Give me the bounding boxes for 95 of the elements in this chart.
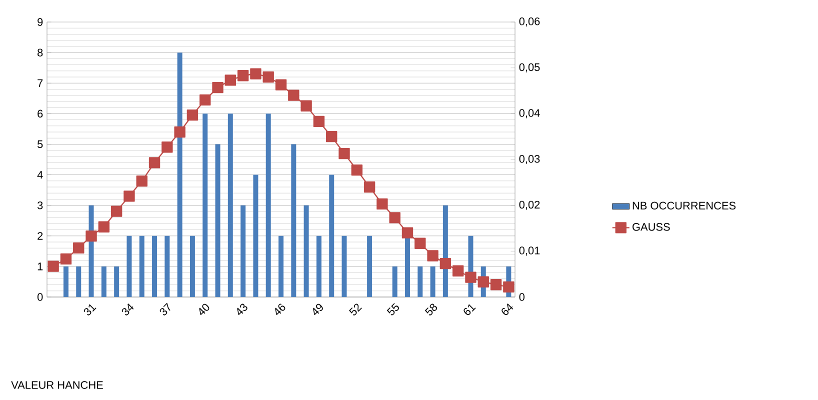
bar bbox=[101, 266, 106, 297]
x-tick-label: 46 bbox=[275, 304, 286, 316]
point bbox=[48, 260, 59, 272]
y-tick-label: 2 bbox=[38, 232, 43, 240]
point bbox=[124, 190, 135, 202]
point bbox=[262, 71, 274, 83]
bar bbox=[342, 236, 347, 297]
y2-tick-label: 0 bbox=[519, 293, 525, 301]
bar bbox=[278, 236, 284, 297]
bar bbox=[152, 236, 158, 297]
x-tick-label: 34 bbox=[122, 304, 134, 316]
bar bbox=[418, 266, 423, 297]
bar bbox=[139, 236, 144, 297]
point bbox=[427, 250, 438, 262]
point bbox=[414, 238, 426, 249]
point bbox=[162, 142, 173, 153]
point bbox=[250, 68, 262, 80]
point bbox=[313, 116, 325, 128]
x-tick-label: 40 bbox=[199, 304, 210, 316]
y-tick-label: 5 bbox=[37, 140, 43, 148]
y-tick-label: 7 bbox=[38, 79, 43, 87]
point bbox=[351, 164, 362, 176]
point bbox=[148, 157, 160, 168]
point bbox=[212, 82, 224, 94]
y2-tick-label: 0,05 bbox=[519, 63, 540, 72]
bar bbox=[430, 266, 436, 297]
y-tick-label: 3 bbox=[37, 201, 43, 210]
x-tick-label: 64 bbox=[502, 304, 514, 316]
point bbox=[98, 221, 110, 232]
x-tick-label: 49 bbox=[313, 304, 323, 316]
x-tick-label: 61 bbox=[464, 304, 476, 316]
x-tick-label: 43 bbox=[237, 304, 248, 316]
point bbox=[288, 90, 300, 101]
point bbox=[376, 198, 388, 210]
point bbox=[60, 253, 72, 265]
x-tick-label: 52 bbox=[349, 304, 362, 316]
point bbox=[300, 100, 312, 112]
legend-label: NB OCCURRENCES bbox=[632, 202, 736, 210]
y-tick-label: 6 bbox=[38, 110, 43, 118]
y2-tick-label: 0,04 bbox=[519, 109, 540, 118]
bar bbox=[240, 205, 246, 297]
point bbox=[110, 206, 122, 217]
point bbox=[465, 272, 476, 283]
x-tick-label: 37 bbox=[160, 302, 170, 316]
point bbox=[440, 258, 452, 270]
bar bbox=[228, 114, 233, 297]
x-tick-label: 31 bbox=[84, 304, 96, 316]
bar bbox=[114, 266, 120, 297]
bar bbox=[253, 174, 258, 297]
point bbox=[338, 148, 350, 160]
point bbox=[452, 265, 464, 276]
point bbox=[275, 79, 287, 90]
point bbox=[326, 130, 338, 142]
bar bbox=[304, 205, 309, 297]
point bbox=[364, 181, 376, 193]
bar bbox=[392, 266, 398, 297]
point bbox=[86, 230, 97, 242]
point bbox=[389, 212, 400, 224]
bar bbox=[329, 174, 334, 297]
bar bbox=[266, 114, 271, 297]
y2-tick-label: 0,01 bbox=[519, 246, 540, 256]
bar bbox=[215, 144, 220, 297]
bar bbox=[316, 236, 322, 297]
bar bbox=[63, 266, 68, 297]
bar bbox=[367, 236, 372, 297]
y2-tick-label: 0,03 bbox=[519, 154, 540, 164]
point bbox=[478, 276, 489, 288]
point bbox=[136, 175, 148, 187]
bar bbox=[76, 266, 82, 297]
x-tick-label: 58 bbox=[424, 304, 438, 316]
point bbox=[402, 227, 414, 238]
y-tick-label: 8 bbox=[38, 48, 43, 56]
bar bbox=[177, 52, 182, 297]
point bbox=[200, 94, 211, 106]
y2-tick-label: 0,02 bbox=[519, 200, 540, 210]
legend-label: GAUSS bbox=[632, 223, 670, 231]
y2-tick-label: 0,06 bbox=[519, 17, 540, 27]
x-tick-label: 55 bbox=[386, 303, 399, 316]
point bbox=[224, 74, 236, 86]
point bbox=[73, 242, 84, 254]
bar bbox=[291, 144, 296, 297]
point bbox=[503, 281, 514, 293]
point bbox=[237, 70, 249, 82]
bar bbox=[202, 114, 208, 297]
y-tick-label: 9 bbox=[38, 18, 43, 26]
y-tick-label: 0 bbox=[37, 293, 43, 301]
point bbox=[174, 126, 186, 138]
bar bbox=[164, 236, 170, 297]
point bbox=[186, 109, 198, 121]
point bbox=[490, 279, 502, 290]
text: VALEUR HANCHE bbox=[11, 381, 103, 389]
bar bbox=[126, 236, 132, 297]
y-tick-label: 1 bbox=[38, 262, 43, 270]
bar bbox=[190, 236, 195, 297]
y-tick-label: 4 bbox=[37, 171, 43, 179]
